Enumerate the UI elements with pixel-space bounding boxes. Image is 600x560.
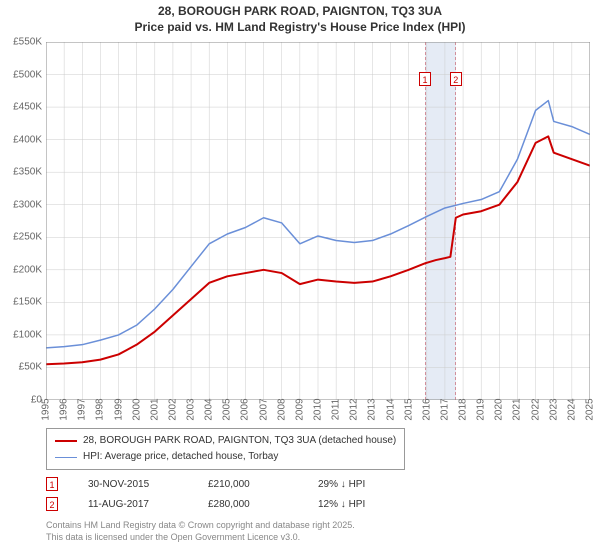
sale-price: £210,000 — [208, 479, 288, 490]
y-tick-label: £300K — [13, 199, 42, 210]
x-tick-label: 2023 — [548, 398, 559, 420]
x-tick-label: 2008 — [276, 398, 287, 420]
footer-line-2: This data is licensed under the Open Gov… — [46, 532, 355, 544]
x-tick-label: 2009 — [294, 398, 305, 420]
x-tick-label: 1997 — [77, 398, 88, 420]
y-tick-label: £200K — [13, 264, 42, 275]
x-tick-label: 2013 — [367, 398, 378, 420]
x-tick-label: 1999 — [113, 398, 124, 420]
x-tick-label: 2012 — [349, 398, 360, 420]
sale-marker: 1 — [46, 477, 58, 491]
x-tick-label: 2001 — [149, 398, 160, 420]
chart-area: £0£50K£100K£150K£200K£250K£300K£350K£400… — [46, 42, 590, 400]
footer: Contains HM Land Registry data © Crown c… — [46, 520, 355, 543]
x-tick-label: 2004 — [204, 398, 215, 420]
legend-label: HPI: Average price, detached house, Torb… — [83, 449, 278, 465]
sales-row: 1 30-NOV-2015 £210,000 29% ↓ HPI — [46, 474, 408, 494]
y-tick-label: £250K — [13, 232, 42, 243]
y-tick-label: £50K — [19, 362, 42, 373]
x-tick-label: 1998 — [95, 398, 106, 420]
y-tick-label: £350K — [13, 167, 42, 178]
chart-marker: 1 — [419, 72, 431, 86]
x-tick-label: 2022 — [530, 398, 541, 420]
chart-marker: 2 — [450, 72, 462, 86]
x-tick-label: 2000 — [131, 398, 142, 420]
y-tick-label: £450K — [13, 102, 42, 113]
x-tick-label: 2006 — [240, 398, 251, 420]
y-tick-label: £550K — [13, 37, 42, 48]
x-tick-label: 2020 — [494, 398, 505, 420]
sale-diff: 12% ↓ HPI — [318, 499, 408, 510]
x-tick-label: 1996 — [59, 398, 70, 420]
y-tick-label: £400K — [13, 134, 42, 145]
x-tick-label: 1995 — [41, 398, 52, 420]
title-block: 28, BOROUGH PARK ROAD, PAIGNTON, TQ3 3UA… — [0, 0, 600, 35]
y-tick-label: £100K — [13, 329, 42, 340]
chart-container: 28, BOROUGH PARK ROAD, PAIGNTON, TQ3 3UA… — [0, 0, 600, 560]
footer-line-1: Contains HM Land Registry data © Crown c… — [46, 520, 355, 532]
legend-swatch — [55, 457, 77, 458]
x-tick-label: 2003 — [186, 398, 197, 420]
x-tick-label: 2011 — [331, 399, 342, 421]
sale-diff: 29% ↓ HPI — [318, 479, 408, 490]
x-tick-label: 2015 — [403, 398, 414, 420]
x-tick-label: 2024 — [566, 398, 577, 420]
legend-item: HPI: Average price, detached house, Torb… — [55, 449, 396, 465]
sale-marker: 2 — [46, 497, 58, 511]
sales-row: 2 11-AUG-2017 £280,000 12% ↓ HPI — [46, 494, 408, 514]
legend-label: 28, BOROUGH PARK ROAD, PAIGNTON, TQ3 3UA… — [83, 433, 396, 449]
title-line-1: 28, BOROUGH PARK ROAD, PAIGNTON, TQ3 3UA — [0, 4, 600, 20]
y-tick-label: £150K — [13, 297, 42, 308]
legend: 28, BOROUGH PARK ROAD, PAIGNTON, TQ3 3UA… — [46, 428, 405, 470]
line-chart-svg — [46, 42, 590, 400]
x-tick-label: 2002 — [167, 398, 178, 420]
sales-table: 1 30-NOV-2015 £210,000 29% ↓ HPI 2 11-AU… — [46, 474, 408, 514]
x-tick-label: 2017 — [439, 398, 450, 420]
x-tick-label: 2016 — [421, 398, 432, 420]
x-tick-label: 2021 — [512, 398, 523, 420]
x-tick-label: 2019 — [476, 398, 487, 420]
title-line-2: Price paid vs. HM Land Registry's House … — [0, 20, 600, 36]
x-tick-label: 2018 — [458, 398, 469, 420]
legend-swatch — [55, 440, 77, 442]
y-tick-label: £500K — [13, 69, 42, 80]
x-tick-label: 2014 — [385, 398, 396, 420]
sale-date: 11-AUG-2017 — [88, 499, 178, 510]
sale-price: £280,000 — [208, 499, 288, 510]
legend-item: 28, BOROUGH PARK ROAD, PAIGNTON, TQ3 3UA… — [55, 433, 396, 449]
x-tick-label: 2007 — [258, 398, 269, 420]
x-tick-label: 2005 — [222, 398, 233, 420]
x-tick-label: 2010 — [313, 398, 324, 420]
x-tick-label: 2025 — [585, 398, 596, 420]
sale-date: 30-NOV-2015 — [88, 479, 178, 490]
